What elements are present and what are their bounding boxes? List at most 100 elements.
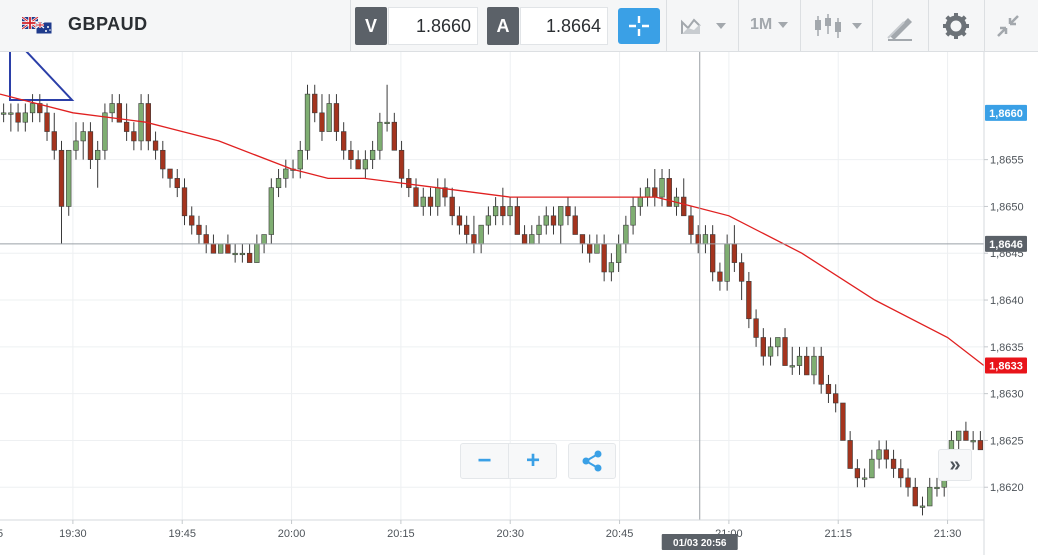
candle-down [246,252,253,263]
instrument-symbol[interactable]: GBPAUD [68,14,148,34]
candle-up [507,206,513,217]
y-tick-label: 1,8625 [990,435,1024,447]
candle-down [666,178,672,207]
candle-down [905,477,911,488]
y-tick-label: 1,8630 [990,389,1024,401]
candle-down [319,112,325,132]
candle-down [514,206,520,235]
candle-down [391,121,397,151]
candle-up [659,178,665,198]
chart-type-button[interactable] [678,8,734,44]
sell-tag[interactable]: V [355,7,387,45]
candle-up [232,252,238,256]
crosshair-price-badge-bg [985,235,1027,252]
settings-button[interactable] [938,8,974,44]
candle-down [912,486,918,507]
y-tick-label: 1,8620 [990,482,1024,494]
chevron-down-icon [716,23,726,29]
scroll-to-latest-button[interactable]: » [938,449,972,481]
chevron-down-icon [778,22,788,28]
candle-down [348,149,354,160]
candle-down [398,149,405,179]
candle-down [710,234,716,273]
candle-down [152,140,159,151]
y-tick-label: 1,8635 [990,342,1024,354]
candle-up [275,178,282,189]
draw-tool-button[interactable] [882,8,922,44]
x-tick-label: 19:30 [59,528,87,540]
candle-up [0,112,7,115]
sell-price[interactable]: 1.8660 [388,7,478,45]
x-tick-label: 21:15 [824,528,852,540]
candle-up [218,243,224,254]
candle-up [796,355,803,366]
x-tick-label: 20:30 [496,528,524,540]
candle-up [934,486,940,490]
candle-up [80,131,86,142]
candle-down [652,187,658,198]
zoom-out-button[interactable]: − [461,444,509,478]
candle-down [717,271,723,282]
candle-down [890,458,897,469]
top-price-badge-bg [985,104,1027,121]
user-drawing-triangle[interactable] [9,52,75,101]
zoom-in-button[interactable]: + [525,447,540,474]
candle-up [623,224,629,245]
candle-down [847,440,853,469]
interval-label: 1M [750,16,773,33]
candle-up [268,187,274,235]
candle-up [543,215,549,226]
candle-down [341,131,347,151]
candle-up [536,224,542,235]
candle-up [435,187,441,207]
candle-down [196,224,202,235]
candle-down [746,281,752,320]
buy-tag[interactable]: A [487,7,519,45]
chart-toolbar: GBPAUD V 1.8660 A 1.8664 1M [0,0,1038,52]
crosshair-time-badge: 01/03 20:56 [673,538,727,549]
candle-up [861,477,868,480]
crosshair-price-badge: 1,8646 [989,239,1023,251]
candle-up [927,486,933,507]
crosshair-icon [629,16,649,36]
candle-style-button[interactable] [812,8,868,44]
x-axis: 19:3019:4520:0020:1520:3020:4521:0021:15… [0,520,961,540]
candle-down [160,149,166,170]
candle-up [362,159,369,170]
crosshair [0,52,984,520]
candle-down [123,121,130,132]
candle-up [869,458,875,479]
y-tick-label: 1,8645 [990,248,1024,260]
candle-up [261,234,267,245]
candle-up [239,252,246,256]
candle-down [818,355,824,385]
candle-up [283,168,289,179]
candle-down [601,243,607,273]
collapse-button[interactable] [990,8,1030,44]
candle-up [109,103,115,114]
candle-up [66,149,72,207]
y-axis: 1,8655 1,8650 1,8645 1,8640 1,8635 1,8630 1,86… [984,155,1024,494]
candle-down [464,224,470,235]
candle-up [702,234,709,245]
candle-down [116,103,123,123]
candle-down [449,196,455,217]
crosshair-button[interactable] [618,8,660,44]
share-button[interactable] [568,443,616,479]
candle-up [485,215,492,226]
price-chart[interactable]: 1,86551,86501,86451,86401,86351,86301,86… [0,52,1038,555]
candle-down [840,402,846,441]
candle-down [833,393,839,404]
candle-up [558,206,564,226]
candle-down [898,468,904,479]
candle-down [427,196,434,207]
candle-up [22,112,28,123]
share-icon [582,450,602,472]
candle-down [44,112,50,132]
candle-up [8,112,14,115]
candle-up [876,449,882,460]
candle-up [29,103,36,114]
chevron-down-icon [852,23,862,29]
buy-price[interactable]: 1.8664 [520,7,608,45]
candle-down [565,206,571,217]
